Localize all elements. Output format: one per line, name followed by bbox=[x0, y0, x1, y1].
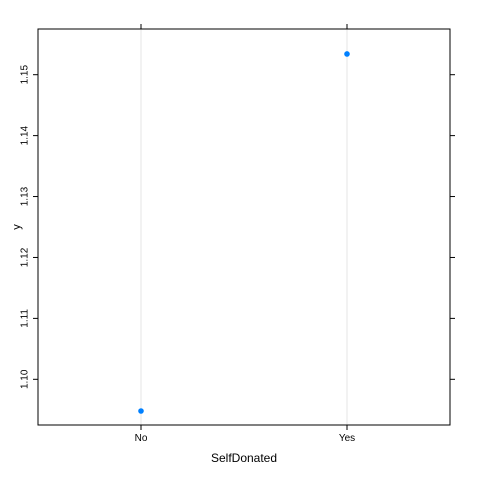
y-tick-label: 1.11 bbox=[20, 309, 31, 328]
y-tick-label: 1.13 bbox=[20, 186, 31, 206]
y-tick-label: 1.14 bbox=[20, 125, 31, 145]
x-tick-label: No bbox=[135, 433, 148, 444]
y-tick-label: 1.10 bbox=[20, 369, 31, 389]
y-axis-label: y bbox=[11, 224, 23, 230]
data-point bbox=[344, 51, 350, 57]
x-tick-label: Yes bbox=[339, 433, 355, 444]
grid-lines bbox=[140, 29, 348, 425]
x-axis: No Yes bbox=[135, 24, 355, 444]
data-point bbox=[138, 408, 144, 414]
y-tick-label: 1.12 bbox=[20, 247, 31, 267]
y-tick-label: 1.15 bbox=[20, 65, 31, 85]
x-axis-label: SelfDonated bbox=[211, 451, 277, 465]
y-axis: 1.10 1.11 1.12 1.13 1.14 1.15 bbox=[20, 65, 455, 389]
plot-frame bbox=[37, 28, 451, 426]
data-points bbox=[138, 51, 350, 414]
